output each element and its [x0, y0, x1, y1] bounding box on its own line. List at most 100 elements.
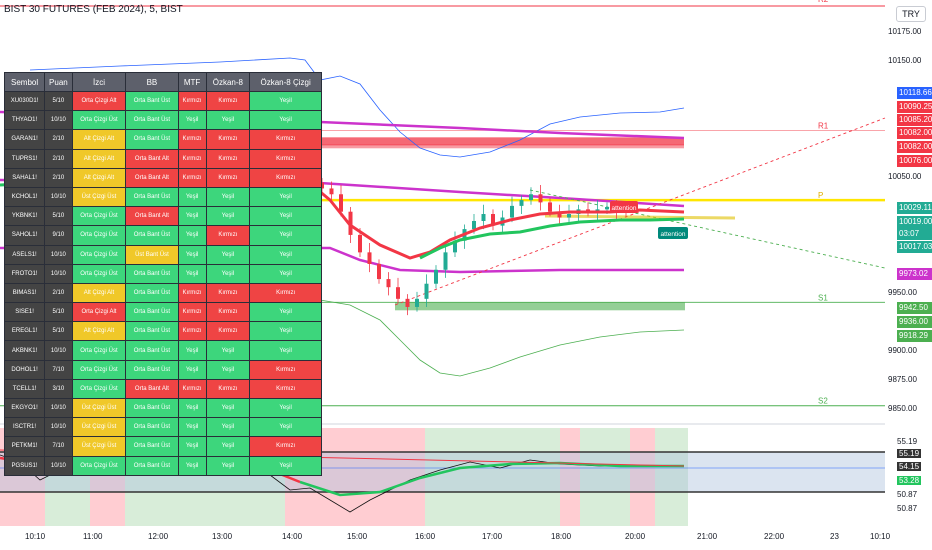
scanner-cell: Alt Çizgi Alt	[71, 167, 127, 188]
scanner-cell: Orta Çizgi Üst	[71, 244, 127, 265]
candle-body	[386, 279, 391, 288]
scanner-cell: 10/10	[44, 417, 73, 438]
scanner-cell: Orta Çizgi Üst	[71, 206, 127, 227]
currency-button[interactable]: TRY	[896, 6, 926, 22]
scanner-cell: TCELL1!	[3, 378, 46, 400]
scanner-row[interactable]: EKGYO1! 10/10 Üst Çizgi Üst Orta Bant Üst Ye…	[3, 397, 322, 419]
scanner-row[interactable]: DOHOL1! 7/10 Orta Çizgi Üst Orta Bant Üst Ye…	[3, 359, 322, 380]
scanner-cell: Orta Çizgi Üst	[71, 110, 127, 131]
scanner-row[interactable]: TUPRS1! 2/10 Alt Çizgi Alt Orta Bant Alt Kır…	[3, 148, 322, 169]
scanner-header-cell: Puan	[44, 72, 73, 92]
bb-lower-band	[0, 246, 684, 274]
scanner-header-cell: Sembol	[3, 72, 46, 92]
scanner-cell: EKGYO1!	[3, 397, 46, 419]
scanner-row[interactable]: EREGL1! 5/10 Alt Çizgi Alt Orta Bant Üst Kır…	[3, 321, 322, 342]
scanner-cell: Orta Bant Üst	[125, 186, 179, 208]
time-axis-tick: 12:00	[148, 532, 169, 541]
time-axis-tick: 14:00	[282, 532, 303, 541]
candle-body	[367, 252, 372, 264]
scanner-row[interactable]: TCELL1! 3/10 Orta Çizgi Üst Orta Bant Alt Kı…	[3, 378, 322, 400]
scanner-cell: Orta Bant Üst	[125, 263, 179, 284]
symbol-title[interactable]: BIST 30 FUTURES (FEB 2024), 5, BIST	[4, 4, 183, 15]
scanner-header-cell: BB	[125, 72, 179, 92]
price-label: 10082.00	[897, 141, 932, 153]
scanner-row[interactable]: FROTO1! 10/10 Orta Çizgi Üst Orta Bant Üst Y…	[3, 263, 322, 284]
scanner-cell: Yeşil	[249, 263, 322, 284]
osc-axis-label: 50.87	[897, 490, 918, 499]
scanner-row[interactable]: XU030D1! 5/10 Orta Çizgi Alt Orta Bant Üst K…	[3, 90, 322, 112]
scanner-row[interactable]: BIMAS1! 2/10 Alt Çizgi Alt Orta Bant Üst Kır…	[3, 282, 322, 304]
scanner-cell: PETKM1!	[3, 436, 46, 457]
scanner-row[interactable]: ASELS1! 10/10 Orta Çizgi Üst Üst Bant Üst Ye…	[3, 244, 322, 265]
scanner-cell: 10/10	[44, 263, 73, 284]
scanner-row[interactable]: PETKM1! 7/10 Üst Çizgi Üst Orta Bant Üst Yeş…	[3, 436, 322, 457]
candle-body	[329, 188, 334, 195]
scanner-row[interactable]: KCHOL1! 10/10 Üst Çizgi Üst Orta Bant Üst Ye…	[3, 186, 322, 208]
scanner-cell: Kırmızı	[249, 378, 322, 400]
time-axis-tick: 15:00	[347, 532, 368, 541]
time-axis-tick: 16:00	[415, 532, 436, 541]
scanner-cell: Orta Bant Üst	[125, 129, 179, 150]
scanner-table: Sembol Puan İzci BB MTF Özkan-8 Özkan-8 Çizgi …	[3, 72, 322, 476]
scanner-row[interactable]: SAHAL1! 2/10 Alt Çizgi Alt Orta Bant Alt Kır…	[3, 167, 322, 188]
scanner-cell: Yeşil	[205, 359, 251, 380]
scanner-cell: Orta Bant Üst	[125, 321, 179, 342]
scanner-cell: Yeşil	[177, 397, 207, 419]
scanner-cell: AKBNK1!	[3, 340, 46, 361]
scanner-cell: Kırmızı	[177, 282, 207, 304]
scanner-cell: ASELS1!	[3, 244, 46, 265]
scanner-cell: SAHOL1!	[3, 225, 46, 246]
scanner-row[interactable]: PGSUS1! 10/10 Orta Çizgi Üst Orta Bant Üst Y…	[3, 455, 322, 476]
osc-axis-label: 55.19	[897, 437, 918, 446]
scanner-cell: Yeşil	[249, 186, 322, 208]
candle-body	[453, 240, 457, 253]
pivot-label-p: P	[818, 191, 823, 200]
scanner-cell: Kırmızı	[177, 148, 207, 169]
scanner-cell: Kırmızı	[177, 302, 207, 323]
bb-lower-line	[319, 299, 685, 377]
scanner-cell: Orta Bant Üst	[125, 282, 179, 304]
scanner-cell: THYAO1!	[3, 110, 46, 131]
scanner-row[interactable]: THYAO1! 10/10 Orta Çizgi Üst Orta Bant Üst Y…	[3, 110, 322, 131]
scanner-header-cell: Özkan-8 Çizgi	[249, 72, 322, 92]
osc-bg-red	[630, 428, 655, 526]
scanner-cell: 7/10	[44, 436, 73, 457]
scanner-cell: Orta Bant Üst	[125, 110, 179, 131]
osc-axis-label: 54.15	[897, 462, 922, 471]
scanner-cell: XU030D1!	[3, 90, 46, 112]
scanner-row[interactable]: SISE1! 5/10 Orta Çizgi Alt Orta Bant Üst Kır…	[3, 302, 322, 323]
scanner-cell: ISCTR1!	[3, 417, 46, 438]
price-axis-tick: 9900.00	[888, 346, 917, 356]
time-axis-tick: 22:00	[764, 532, 785, 541]
trend-down-line	[529, 189, 886, 269]
scanner-cell: TUPRS1!	[3, 148, 46, 169]
bb-upper-line	[29, 57, 685, 158]
candle-body	[605, 207, 609, 210]
scanner-cell: Yeşil	[177, 110, 207, 131]
scanner-row[interactable]: AKBNK1! 10/10 Orta Çizgi Üst Orta Bant Üst Y…	[3, 340, 322, 361]
time-axis-tick: 17:00	[482, 532, 503, 541]
scanner-cell: Kırmızı	[205, 129, 251, 150]
scanner-cell: Kırmızı	[177, 378, 207, 400]
scanner-row[interactable]: GARAN1! 2/10 Alt Çizgi Alt Orta Bant Üst Kır…	[3, 129, 322, 150]
candle-body	[339, 194, 343, 212]
scanner-cell: Üst Çizgi Üst	[71, 436, 127, 457]
scanner-cell: Yeşil	[177, 206, 207, 227]
scanner-cell: 2/10	[44, 282, 73, 304]
scanner-row[interactable]: SAHOL1! 9/10 Orta Çizgi Üst Orta Bant Üst Ye…	[3, 225, 322, 246]
scanner-cell: 10/10	[44, 340, 73, 361]
price-label: 9936.00	[897, 316, 932, 328]
price-label: 10019.00	[897, 216, 932, 228]
scanner-row[interactable]: YKBNK1! 5/10 Orta Çizgi Üst Orta Bant Alt Ye…	[3, 206, 322, 227]
scanner-cell: Kırmızı	[177, 321, 207, 342]
supply-zone-2	[320, 144, 684, 149]
scanner-cell: 3/10	[44, 378, 73, 400]
scanner-cell: Yeşil	[177, 225, 207, 246]
scanner-cell: Kırmızı	[249, 359, 322, 380]
scanner-cell: Orta Bant Üst	[125, 359, 179, 380]
scanner-row[interactable]: ISCTR1! 10/10 Üst Çizgi Üst Orta Bant Üst Ye…	[3, 417, 322, 438]
scanner-cell: EREGL1!	[3, 321, 46, 342]
scanner-cell: Yeşil	[205, 436, 251, 457]
scanner-cell: Yeşil	[249, 417, 322, 438]
